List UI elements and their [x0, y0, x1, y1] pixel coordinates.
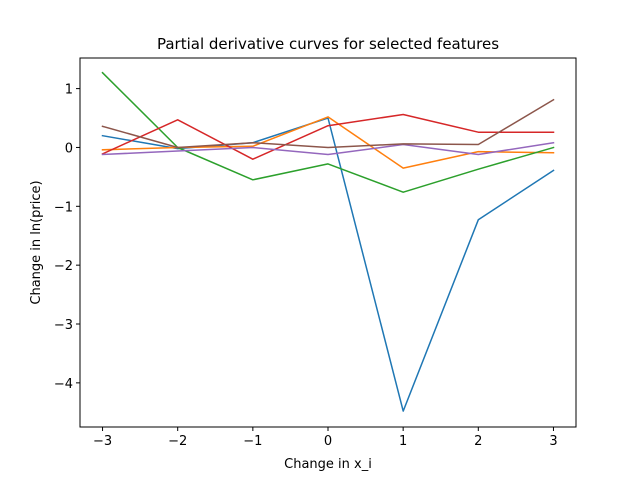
x-axis-title: Change in x_i [284, 457, 372, 472]
y-tick-label: −2 [54, 259, 73, 274]
x-tick-label: −3 [93, 434, 112, 449]
y-axis-title: Change in ln(price) [29, 180, 44, 304]
x-tick-label: 3 [549, 434, 557, 449]
plot-lines [101, 71, 555, 412]
x-tick-label: 1 [399, 434, 407, 449]
y-tick-label: −1 [54, 200, 73, 215]
y-tick-label: 1 [65, 83, 73, 98]
y-tick-label: −4 [54, 377, 73, 392]
y-axis: 1 0 −1 −2 −3 −4 [54, 83, 80, 392]
x-tick-label: 0 [324, 434, 332, 449]
series-line-6 [101, 98, 555, 149]
x-tick-label: 2 [474, 434, 482, 449]
y-tick-label: −3 [54, 318, 73, 333]
series-line-4 [101, 113, 555, 160]
x-tick-label: −2 [168, 434, 187, 449]
series-line-1 [101, 117, 555, 412]
x-tick-label: −1 [243, 434, 262, 449]
x-axis: −3 −2 −1 0 1 2 3 [93, 427, 558, 449]
chart-title: Partial derivative curves for selected f… [157, 35, 499, 53]
y-tick-label: 0 [65, 141, 73, 156]
series-line-5 [101, 141, 555, 156]
